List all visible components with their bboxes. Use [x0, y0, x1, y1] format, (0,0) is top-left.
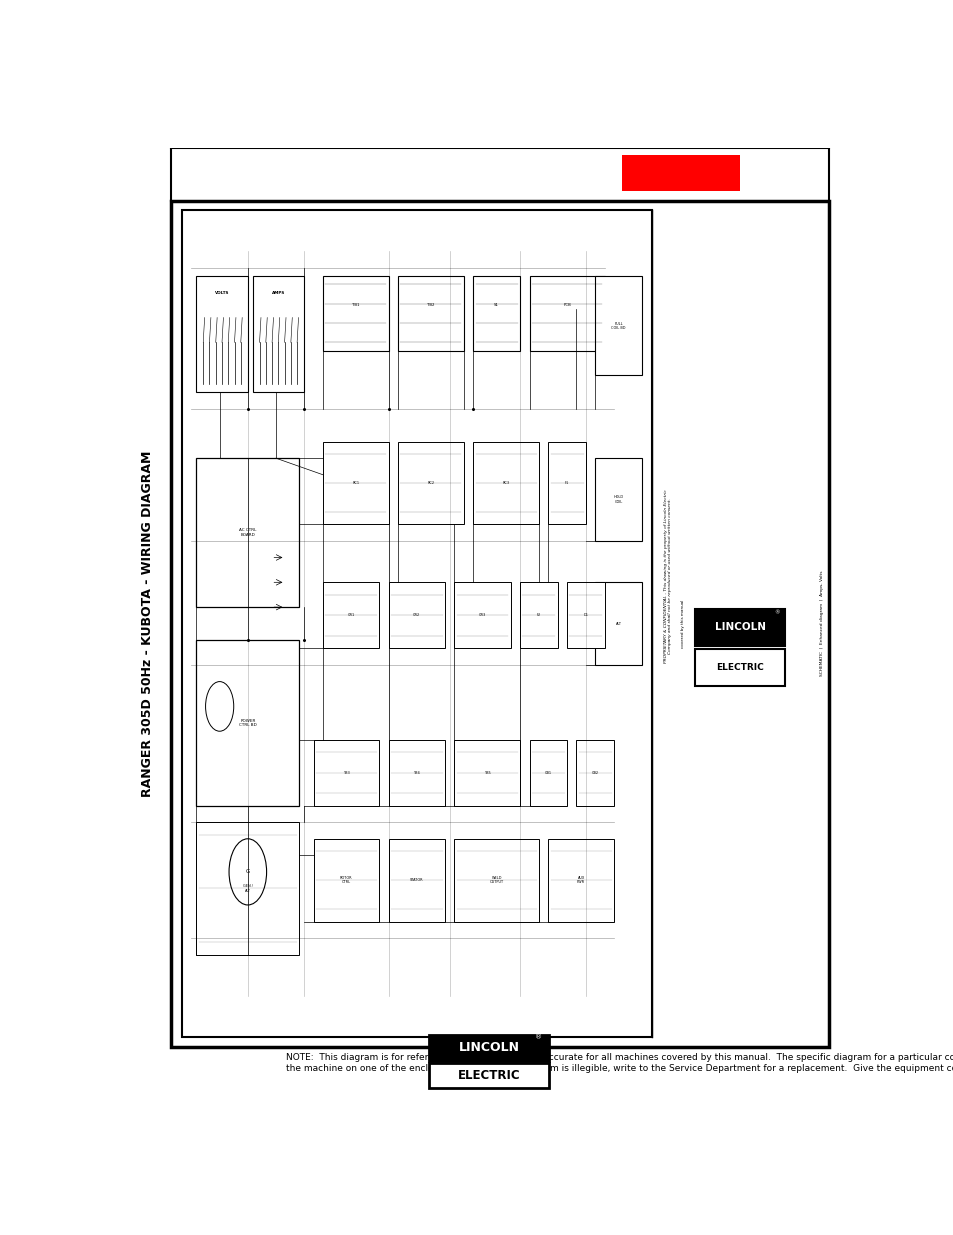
Text: RANGER 305D 50Hz - KUBOTA - WIRING DIAGRAM: RANGER 305D 50Hz - KUBOTA - WIRING DIAGR… — [141, 451, 153, 797]
Text: covered by this manual: covered by this manual — [679, 599, 684, 648]
Bar — [621, 154, 740, 191]
Text: NOTE:  This diagram is for reference only.  It may not be accurate for all machi: NOTE: This diagram is for reference only… — [285, 1053, 953, 1073]
Bar — [182, 210, 651, 1037]
Bar — [171, 200, 828, 1047]
Text: SCHEMATIC  |  Enhanced diagram  |  Amps, Volts: SCHEMATIC | Enhanced diagram | Amps, Vol… — [820, 571, 823, 677]
Text: PROPRIETARY & CONFIDENTIAL - This drawing is the property of Lincoln Electric
Co: PROPRIETARY & CONFIDENTIAL - This drawin… — [663, 489, 672, 663]
